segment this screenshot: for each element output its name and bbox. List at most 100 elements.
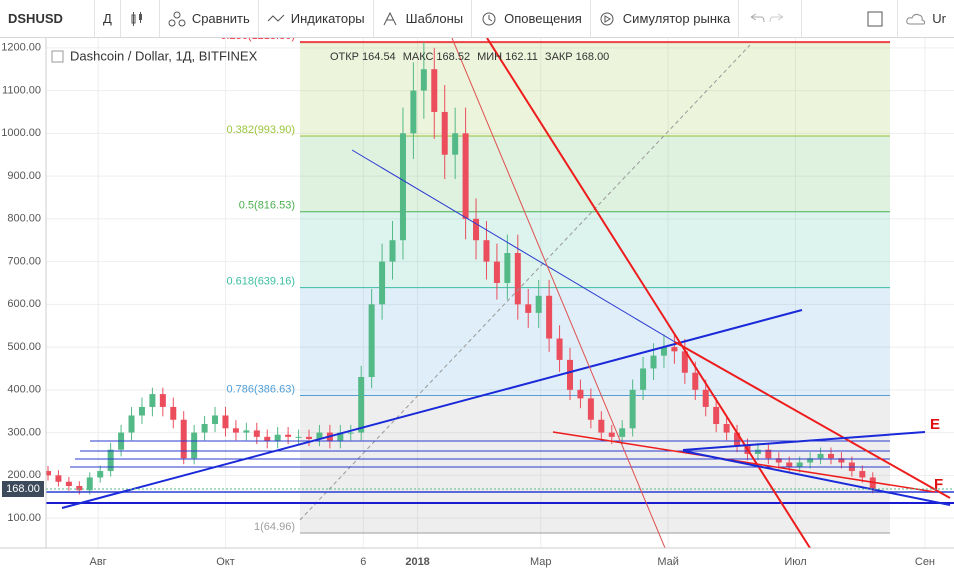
candle-icon xyxy=(131,11,142,26)
icon xyxy=(867,11,883,26)
y-tick-label: 700.00 xyxy=(7,255,41,267)
drawings: E F 0.236(1213.36) 0.382(993.90) 0.5(816.5… xyxy=(46,38,954,548)
toolbar-item: Сравнить xyxy=(191,11,250,26)
fullscreen[interactable] xyxy=(859,0,899,37)
candle-body xyxy=(525,304,532,313)
stat-label: МИН xyxy=(477,51,502,63)
candle-body xyxy=(765,449,772,459)
candle-body xyxy=(253,430,260,437)
candle-body xyxy=(723,424,730,433)
stat-value: 168.00 xyxy=(576,51,610,63)
legend: Dashcoin / Dollar, 1Д, BITFINEX ОТКР 164.… xyxy=(51,48,610,63)
fib-label: 0.236(1213.36) xyxy=(220,38,295,42)
icon xyxy=(600,12,614,25)
trend-line xyxy=(682,450,951,506)
toolbar-item: Ur xyxy=(932,11,946,26)
candle-body xyxy=(462,133,469,219)
interval[interactable]: Д xyxy=(95,0,121,37)
candle-body xyxy=(410,90,417,134)
cloud[interactable]: Ur xyxy=(898,0,954,37)
y-tick-label: 100.00 xyxy=(7,512,41,524)
candle-body xyxy=(399,133,406,241)
candle-body xyxy=(734,432,741,446)
x-tick-label: Май xyxy=(657,556,679,568)
x-tick-label: Авг xyxy=(90,556,107,568)
candle-body xyxy=(681,351,688,373)
candle-body xyxy=(201,424,208,433)
candle-body xyxy=(535,295,542,313)
stat-label: ОТКР xyxy=(330,51,359,63)
candle-body xyxy=(389,240,396,262)
fib-zone xyxy=(300,211,890,288)
candle-body xyxy=(514,253,521,305)
chart-style[interactable] xyxy=(121,0,160,37)
fib-zone xyxy=(300,42,890,136)
y-tick-label: 1200.00 xyxy=(1,42,41,54)
symbol[interactable]: DSHUSD xyxy=(0,0,95,37)
candle-body xyxy=(76,486,83,491)
candle-body xyxy=(149,394,156,407)
chart-title: Dashcoin / Dollar, 1Д, BITFINEX xyxy=(70,48,258,63)
candle-body xyxy=(713,406,720,425)
candle-body xyxy=(441,111,448,155)
fib-label: 1(64.96) xyxy=(254,521,295,533)
candle-body xyxy=(702,389,709,407)
candle-body xyxy=(431,69,438,112)
toolbar-item: Шаблоны xyxy=(405,11,464,26)
trend-line xyxy=(674,341,951,499)
alerts[interactable]: Оповещения xyxy=(472,0,591,37)
stat-label: ЗАКР xyxy=(545,51,573,63)
x-tick-label: Окт xyxy=(216,556,235,568)
fib-label: 0.786(386.63) xyxy=(227,383,296,395)
x-tick-label: 2018 xyxy=(405,556,429,568)
y-tick-label: 900.00 xyxy=(7,170,41,182)
candle-body xyxy=(316,432,323,439)
icon xyxy=(168,11,186,26)
stat-label: МАКС xyxy=(403,51,434,63)
toolbar: DSHUSD Д Сравнить Индикаторы Шаблоны Опо… xyxy=(0,0,954,38)
y-tick-label: 200.00 xyxy=(7,469,41,481)
candle-body xyxy=(55,475,62,482)
candle-body xyxy=(358,377,365,433)
x-tick-label: 6 xyxy=(360,556,366,568)
y-tick-label: 1000.00 xyxy=(1,127,41,139)
indicators[interactable]: Индикаторы xyxy=(259,0,374,37)
legend-icon xyxy=(51,50,64,63)
candle-body xyxy=(869,477,876,490)
icon xyxy=(750,13,784,22)
stat-value: 162.11 xyxy=(505,51,538,63)
chart: E F 0.236(1213.36) 0.382(993.90) 0.5(816.5… xyxy=(0,38,954,568)
candle-body xyxy=(347,432,354,434)
y-tick-label: 1100.00 xyxy=(2,84,41,96)
undo-redo[interactable] xyxy=(739,0,803,37)
candle-body xyxy=(546,295,553,339)
fib-zone xyxy=(300,287,890,396)
candle-body xyxy=(107,449,114,472)
candle-body xyxy=(128,415,135,433)
candle-body xyxy=(796,462,803,467)
templates[interactable]: Шаблоны xyxy=(374,0,473,37)
replay[interactable]: Симулятор рынка xyxy=(591,0,740,37)
compare[interactable]: Сравнить xyxy=(160,0,259,37)
y-tick-label: 300.00 xyxy=(7,426,41,438)
trend-line xyxy=(451,38,666,548)
trend-line xyxy=(552,431,936,493)
candle-body xyxy=(483,240,490,262)
candle-body xyxy=(379,261,386,305)
annotation: E xyxy=(930,416,940,433)
candle-body xyxy=(264,436,271,442)
icon xyxy=(482,12,496,25)
candle-body xyxy=(828,453,834,459)
candle-body xyxy=(838,458,845,463)
candle-body xyxy=(671,347,678,352)
candle-body xyxy=(337,432,344,442)
candle-body xyxy=(660,347,667,356)
toolbar-item: Индикаторы xyxy=(290,11,365,26)
trend-line xyxy=(351,149,681,346)
candle-body xyxy=(306,436,312,439)
candle-body xyxy=(629,389,636,429)
last-price-tag xyxy=(2,481,44,498)
x-tick-label: Мар xyxy=(530,556,552,568)
candle-body xyxy=(274,434,281,442)
